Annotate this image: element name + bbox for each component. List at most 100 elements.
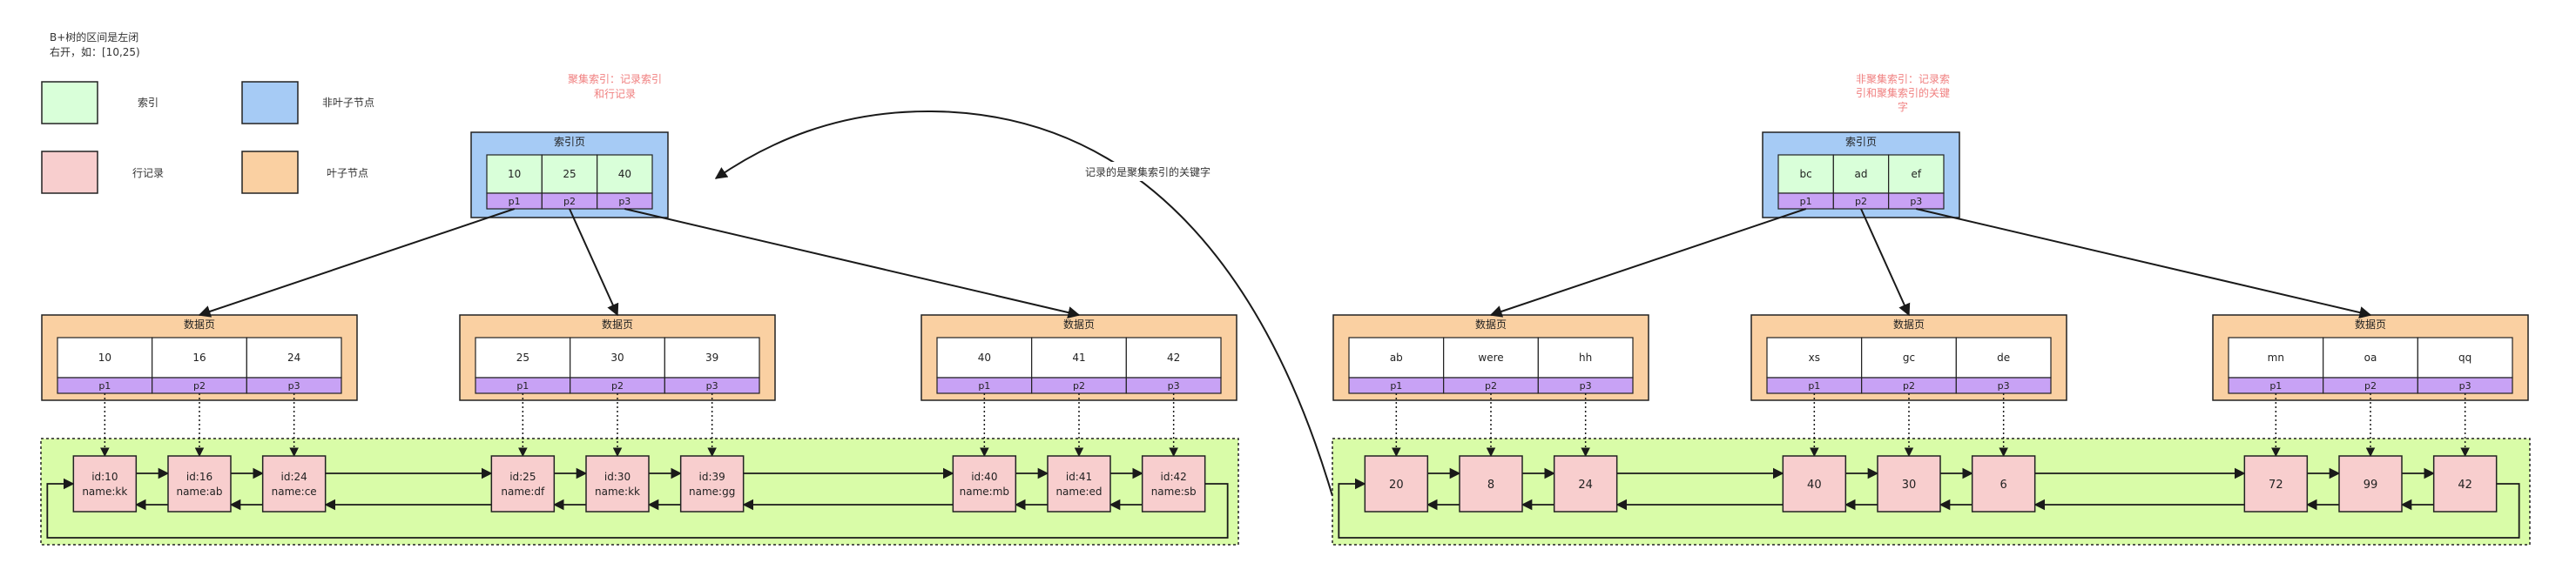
root-node-title: 索引页 [1845, 136, 1877, 148]
data-page-pointer-label: p2 [611, 380, 624, 392]
row-record-id: id:25 [509, 471, 536, 483]
root-to-page-arrow [569, 208, 619, 317]
legend-note-line-2: 右开，如：[10,25) [50, 45, 140, 58]
root-node-key: 25 [563, 168, 576, 180]
row-record-key: 24 [1578, 479, 1593, 492]
data-page-key-cell [570, 337, 665, 379]
data-page-pointer-label: p3 [1998, 380, 2010, 392]
data-page-pointer-label: p2 [1903, 380, 1915, 392]
data-page-pointer-label: p1 [98, 380, 111, 392]
row-record [585, 455, 650, 513]
row-record-id: id:10 [91, 471, 118, 483]
row-record-name: name:ab [176, 486, 222, 498]
data-page-title: 数据页 [2355, 318, 2386, 331]
row-record [1877, 455, 1941, 513]
data-page-key-cell [1125, 337, 1222, 379]
row-record-name: name:kk [595, 486, 640, 498]
data-page-pointer-label: p3 [288, 380, 300, 392]
root-to-page-arrow [1916, 208, 2372, 318]
data-page-key: oa [2364, 352, 2377, 364]
legend-label-index: 索引 [138, 97, 158, 109]
row-record [1047, 455, 1111, 513]
row-record-name: name:mb [960, 486, 1009, 498]
data-page-pointer-label: p3 [1580, 380, 1592, 392]
data-page-title: 数据页 [1893, 318, 1925, 331]
root-node-key: 10 [508, 168, 521, 180]
data-page-key: 30 [610, 352, 624, 364]
root-to-page-arrow [624, 208, 1081, 318]
row-record-name: name:sb [1151, 486, 1197, 498]
row-record-name: name:gg [689, 486, 735, 498]
data-page-pointer-label: p2 [2364, 380, 2377, 392]
data-page-key-cell [936, 337, 1033, 379]
root-node-key: bc [1800, 168, 1812, 180]
row-record-id: id:30 [604, 471, 631, 483]
row-record-id: id:42 [1161, 471, 1187, 483]
clustered-note-line-2: 和行记录 [594, 88, 636, 100]
clustered-note-line-1: 聚集索引：记录索引 [568, 72, 662, 85]
row-record [1364, 455, 1429, 513]
secondary-index-tree: 索引页 bc p1 ad p2 ef p3 数据页 ab p1 were p2 hh p3 数据页 xs p1 g… [1332, 131, 2531, 546]
data-page-title: 数据页 [184, 318, 215, 331]
root-node-key: ad [1855, 168, 1868, 180]
data-page-key-cell [1031, 337, 1127, 379]
data-page-key: 25 [516, 352, 529, 364]
row-record-id: id:39 [699, 471, 725, 483]
root-node-pointer-label: p1 [509, 196, 521, 207]
data-page-pointer-label: p1 [1390, 380, 1402, 392]
data-page-pointer-label: p3 [706, 380, 718, 392]
data-page-key-cell [1766, 337, 1863, 379]
row-record-key: 6 [2000, 479, 2007, 492]
data-page-key: qq [2458, 352, 2471, 364]
row-record-key: 20 [1389, 479, 1404, 492]
data-page-key-cell [1348, 337, 1445, 379]
data-page-pointer-label: p1 [516, 380, 529, 392]
data-page-pointer-label: p3 [2459, 380, 2471, 392]
root-node-key-cell [1832, 154, 1890, 194]
data-page-key-cell [1537, 337, 1634, 379]
root-node-title: 索引页 [554, 136, 585, 148]
secondary-note-line-3: 字 [1898, 100, 1908, 113]
root-to-page-arrow [1860, 208, 1911, 317]
arrow-label-background [1071, 162, 1237, 181]
row-record [2432, 455, 2498, 513]
data-page-key-cell [2417, 337, 2513, 379]
root-node-pointer-label: p3 [618, 196, 631, 207]
data-page-key-cell [664, 337, 760, 379]
root-node-pointer-label: p2 [563, 196, 576, 207]
secondary-to-clustered-arrow [714, 110, 1333, 497]
data-page-pointer-label: p1 [2269, 380, 2282, 392]
row-record-id: id:41 [1066, 471, 1092, 483]
legend-note-line-1: B+树的区间是左闭 [50, 30, 138, 44]
data-page-key: 16 [192, 352, 206, 364]
row-record [679, 455, 745, 513]
legend-label-nonleaf: 非叶子节点 [322, 97, 374, 109]
row-record [261, 455, 327, 513]
row-record-name: name:kk [82, 486, 127, 498]
data-page-key: gc [1903, 352, 1915, 364]
data-page-pointer-label: p1 [1808, 380, 1820, 392]
row-record [1971, 455, 2036, 513]
legend-swatch-nonleaf [241, 81, 299, 124]
data-page-key: 41 [1072, 352, 1085, 364]
row-record-key: 42 [2458, 479, 2472, 492]
legend-label-leaf: 叶子节点 [327, 167, 368, 179]
row-record [952, 455, 1017, 513]
root-to-page-arrow [1489, 208, 1806, 318]
row-record [1782, 455, 1847, 513]
row-record-key: 99 [2364, 479, 2378, 492]
row-record [2243, 455, 2309, 513]
legend-swatch-row [41, 151, 98, 194]
data-page-key: de [1997, 352, 2010, 364]
data-page-key: hh [1579, 352, 1592, 364]
row-record [167, 455, 232, 513]
data-page-key: 42 [1167, 352, 1180, 364]
row-record-key: 40 [1807, 479, 1822, 492]
data-page-title: 数据页 [602, 318, 633, 331]
row-record-id: id:24 [281, 471, 307, 483]
data-page-key: 39 [705, 352, 718, 364]
data-page-title: 数据页 [1475, 318, 1507, 331]
row-record-name: name:ce [272, 486, 317, 498]
data-page-key: xs [1809, 352, 1820, 364]
root-node-key-cell [541, 154, 598, 194]
